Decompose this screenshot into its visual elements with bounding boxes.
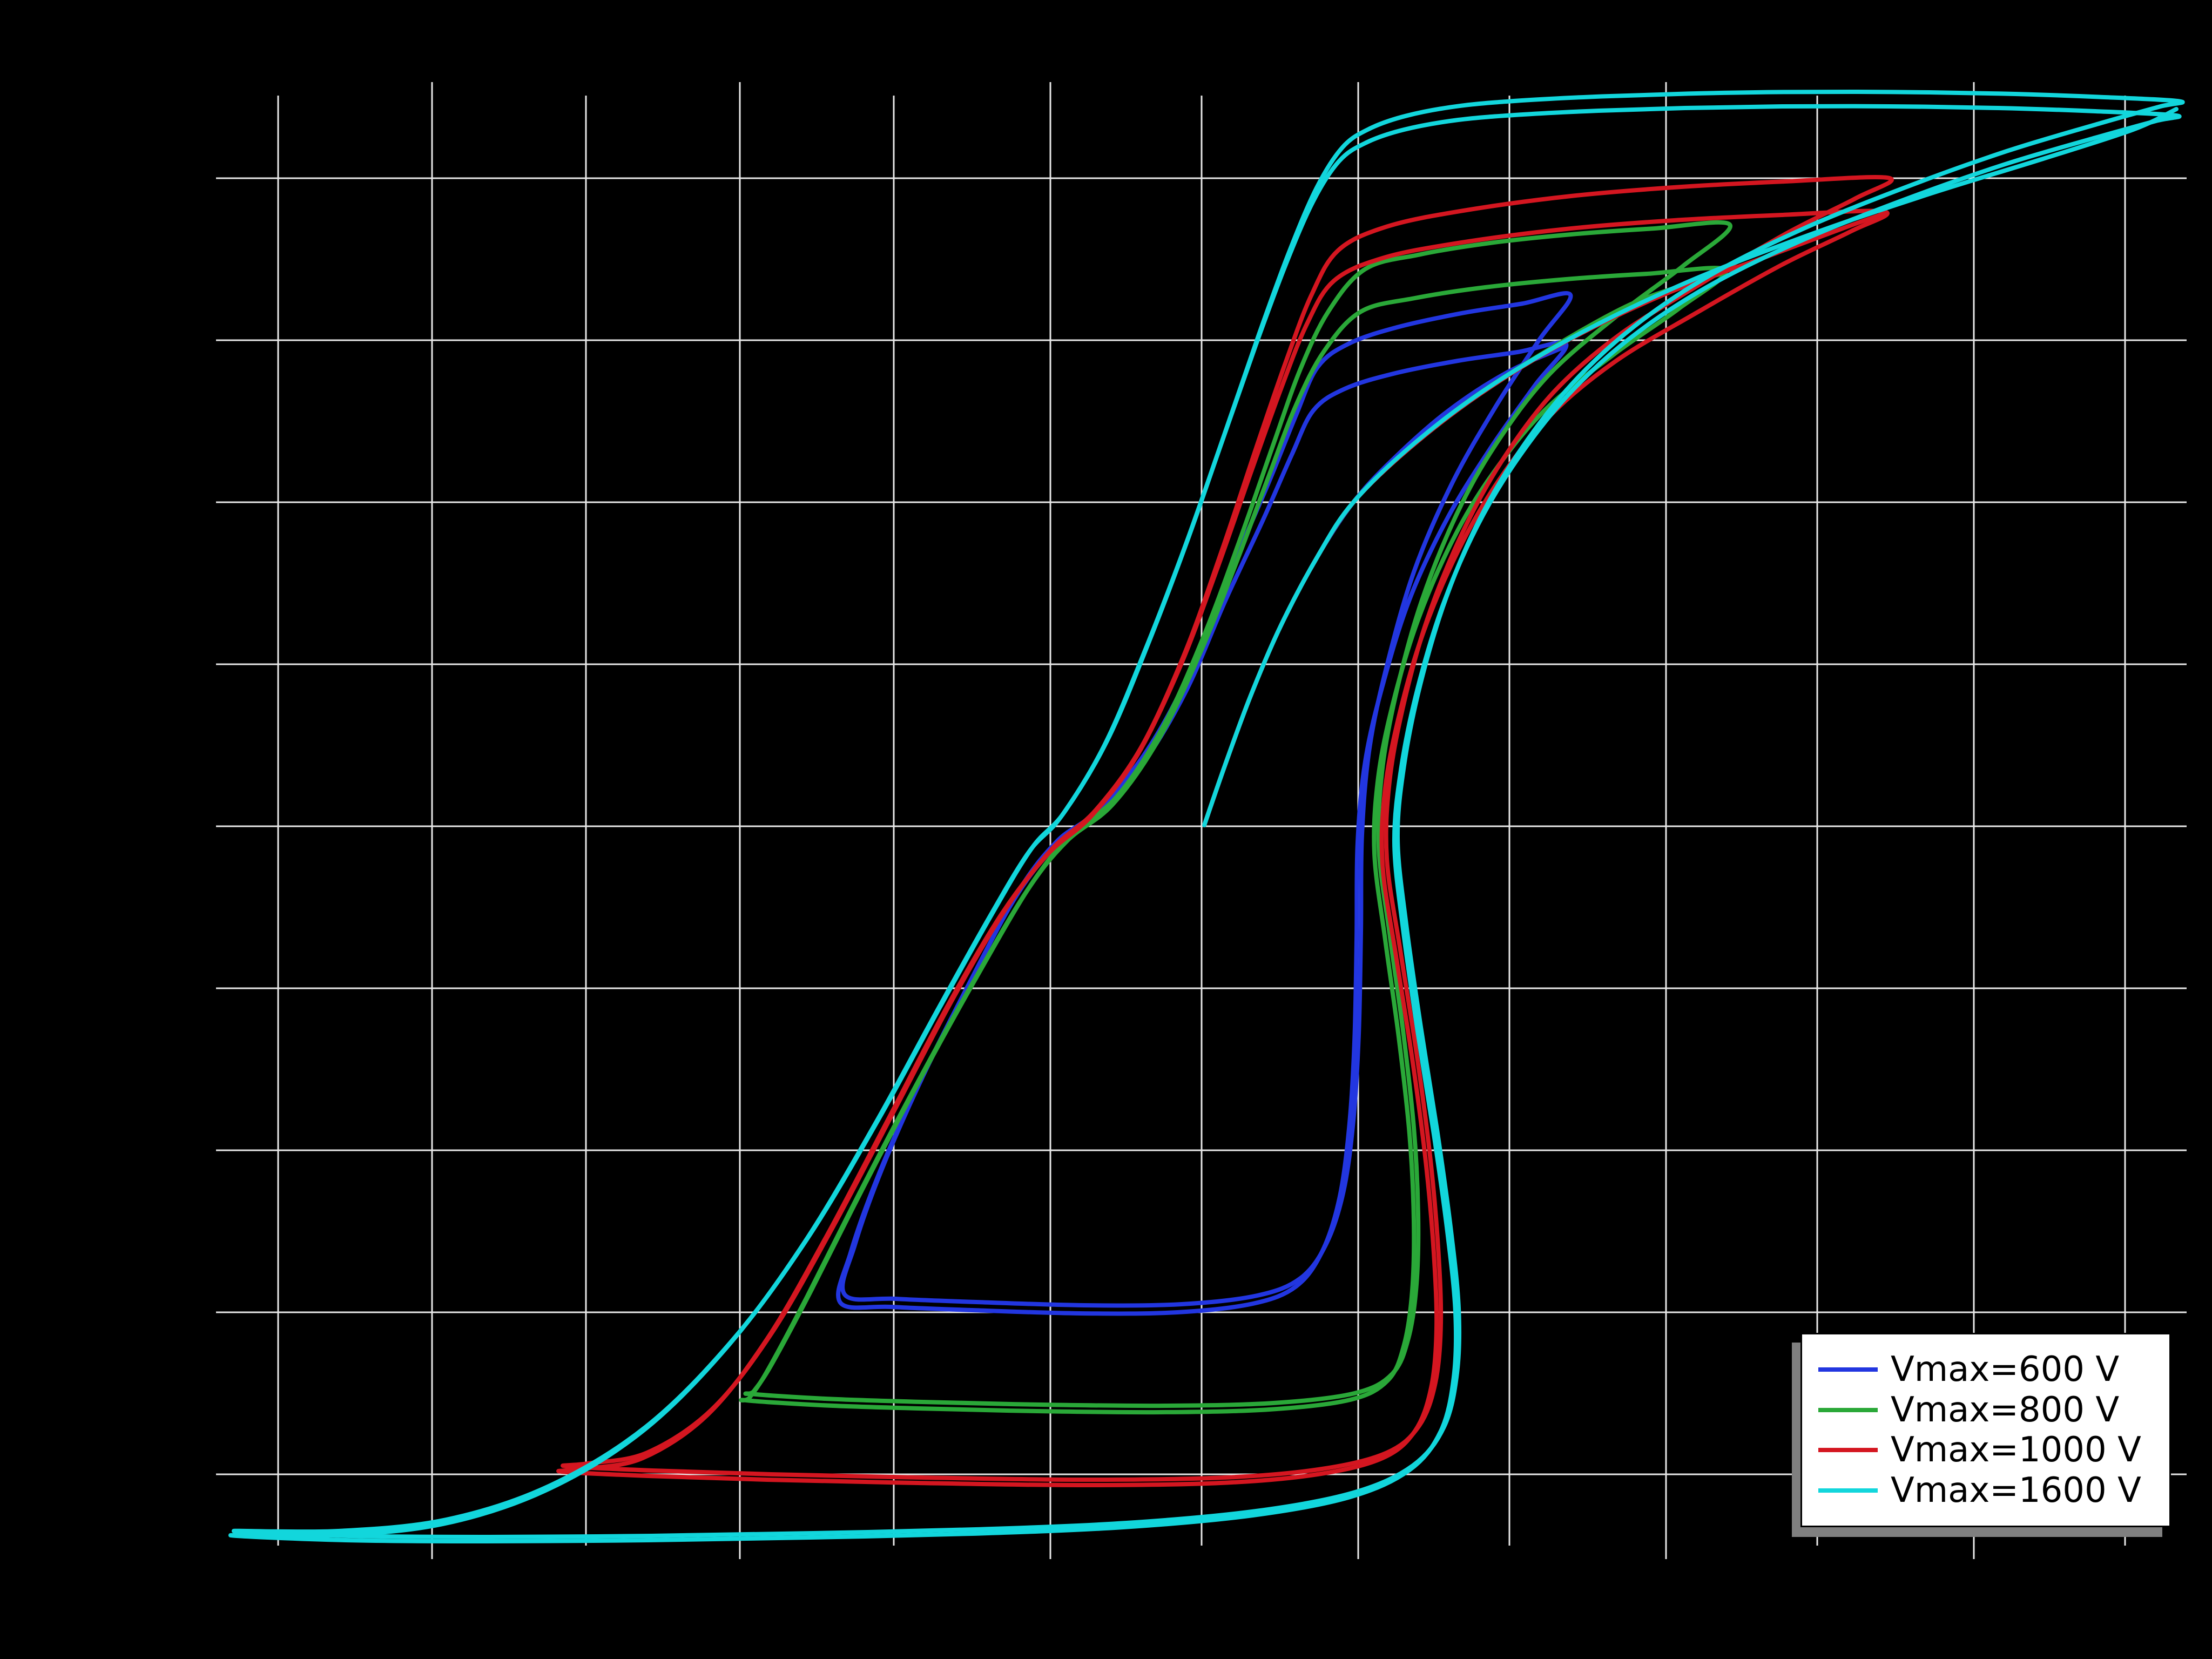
loop-cycle2 (561, 175, 1894, 1482)
legend-label: Vmax=800 V (1891, 1390, 2120, 1430)
loop-cycle1 (836, 340, 1569, 1316)
legend-swatch-vmax-800-icon (1818, 1407, 1878, 1412)
legend-item-vmax-1600: Vmax=1600 V (1802, 1471, 2169, 1511)
gridlines (216, 82, 2187, 1559)
legend: Vmax=600 V Vmax=800 V Vmax=1000 V Vmax=1… (1800, 1333, 2171, 1527)
legend-swatch-vmax-1600-icon (1818, 1488, 1878, 1493)
loop-cycle1 (739, 266, 1728, 1415)
series-vmax-600 (836, 291, 1573, 1316)
virgin-curve (1202, 107, 2179, 827)
loop-cycle2 (840, 291, 1573, 1308)
legend-label: Vmax=600 V (1891, 1350, 2120, 1390)
legend-label: Vmax=1600 V (1891, 1470, 2141, 1510)
legend-item-vmax-600: Vmax=600 V (1802, 1350, 2169, 1390)
loop-cycle1 (228, 104, 2182, 1543)
legend-swatch-vmax-1000-icon (1818, 1448, 1878, 1453)
loop-cycle1 (556, 208, 1890, 1487)
legend-swatch-vmax-600-icon (1818, 1367, 1878, 1372)
legend-label: Vmax=1000 V (1891, 1430, 2141, 1471)
legend-item-vmax-800: Vmax=800 V (1802, 1390, 2169, 1431)
legend-item-vmax-1000: Vmax=1000 V (1802, 1430, 2169, 1471)
series-vmax-1000 (556, 175, 1894, 1487)
series-vmax-1600 (228, 89, 2185, 1543)
